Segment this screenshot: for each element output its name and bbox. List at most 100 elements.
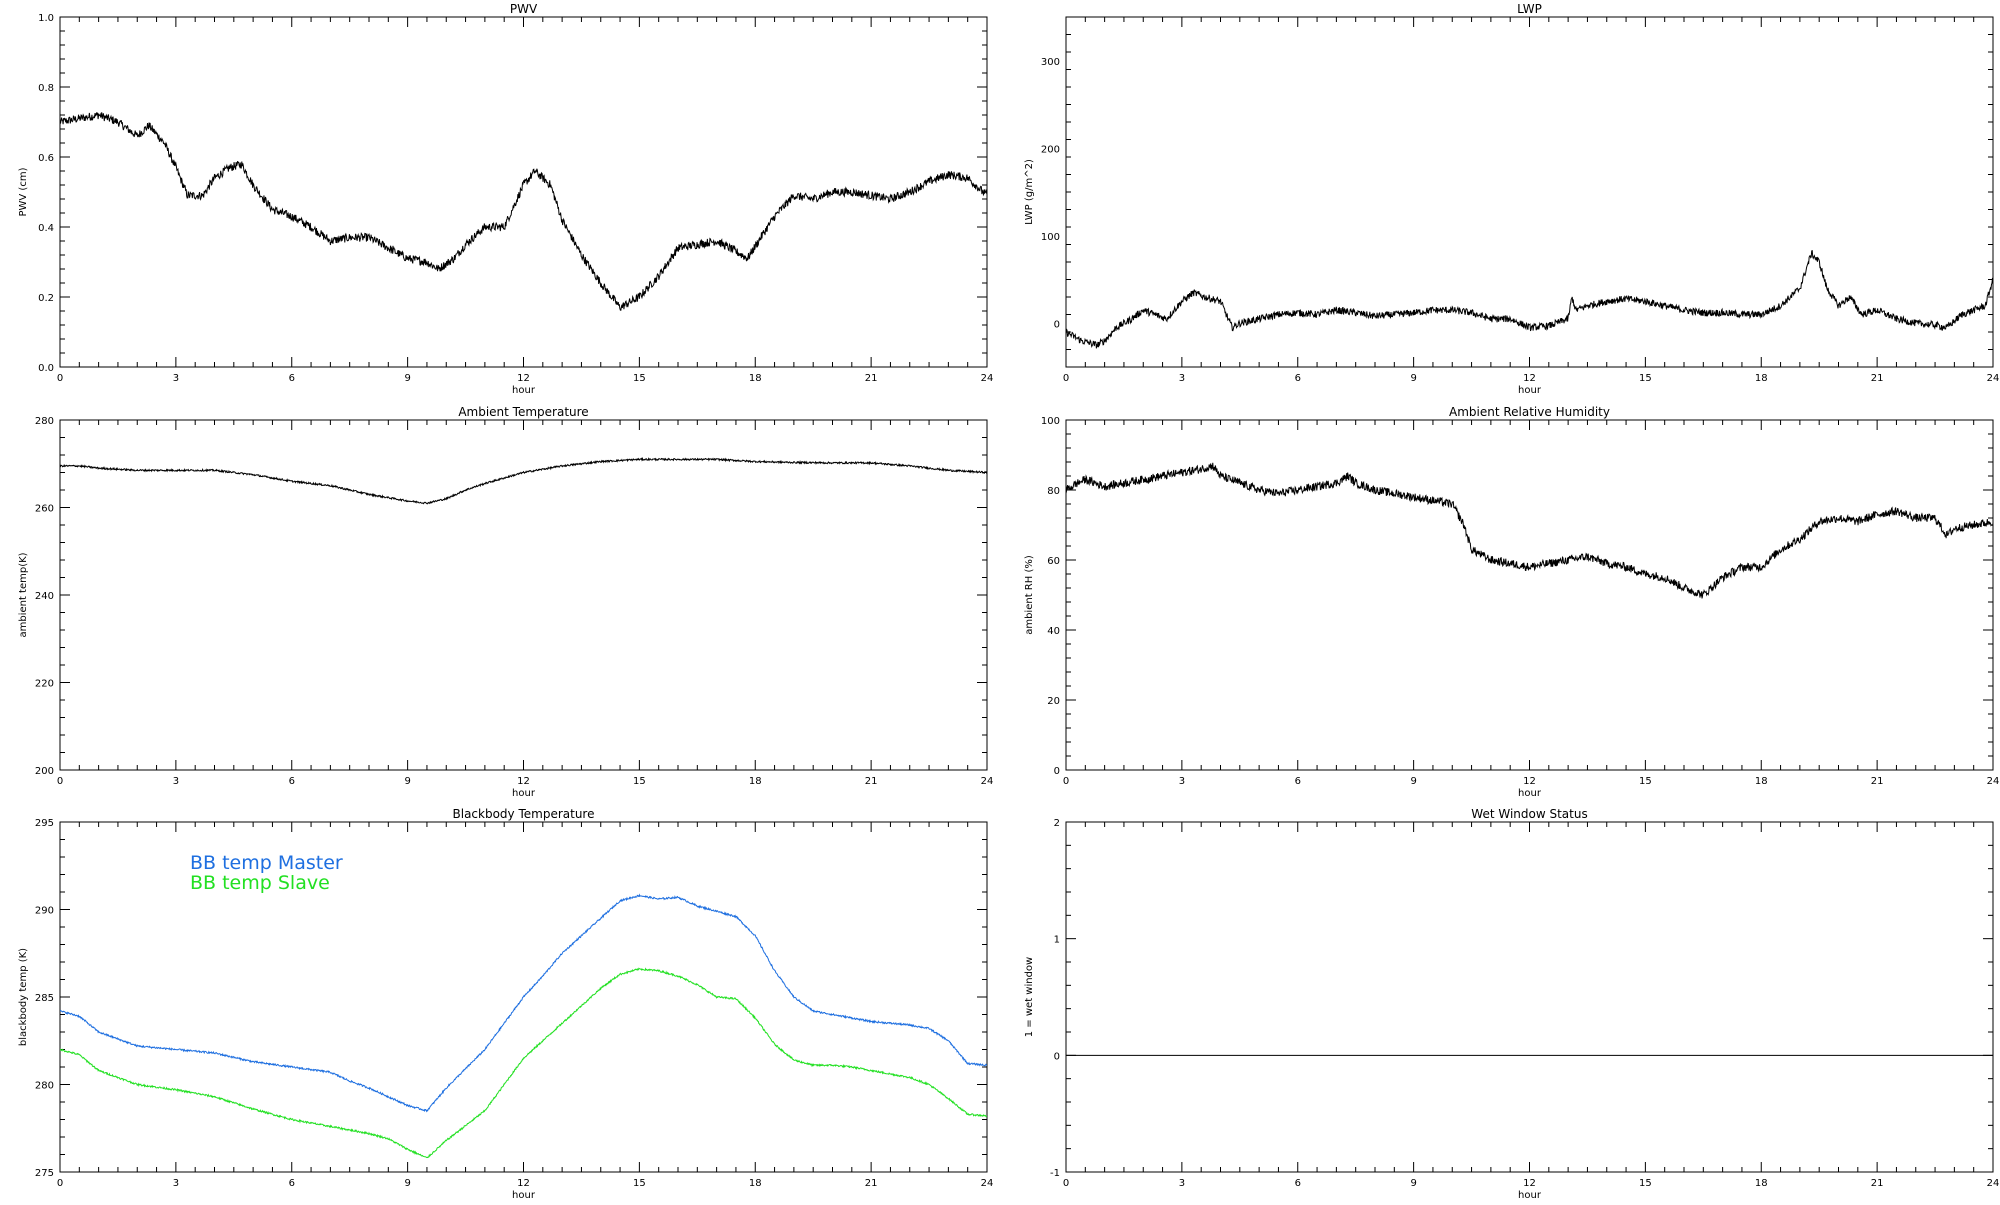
x-tick-label: 18 xyxy=(1755,776,1768,787)
x-tick-label: 12 xyxy=(517,1178,530,1189)
y-tick-label: 285 xyxy=(35,993,54,1004)
x-tick-label: 18 xyxy=(749,776,762,787)
y-tick-label: 0.4 xyxy=(38,223,54,234)
x-tick-label: 0 xyxy=(1063,373,1069,384)
x-axis-label: hour xyxy=(1518,385,1542,396)
x-tick-label: 9 xyxy=(1410,776,1416,787)
x-tick-label: 12 xyxy=(1523,776,1536,787)
panel-title: LWP xyxy=(1517,2,1542,16)
y-tick-label: 300 xyxy=(1041,57,1060,68)
y-tick-label: 295 xyxy=(35,818,54,829)
y-tick-label: 2 xyxy=(1054,818,1060,829)
y-tick-label: 1 xyxy=(1054,935,1060,946)
x-tick-label: 6 xyxy=(289,776,295,787)
x-tick-label: 3 xyxy=(173,373,179,384)
x-tick-label: 21 xyxy=(1871,1178,1884,1189)
series-line-bb-temp-master xyxy=(60,893,987,1113)
x-tick-label: 15 xyxy=(1639,776,1652,787)
x-tick-label: 6 xyxy=(289,373,295,384)
y-tick-label: 1.0 xyxy=(38,13,54,24)
y-tick-label: -1 xyxy=(1050,1168,1060,1179)
x-axis-label: hour xyxy=(512,385,536,396)
x-axis-label: hour xyxy=(512,1190,536,1200)
x-tick-label: 18 xyxy=(749,373,762,384)
series-line-1 xyxy=(1066,462,1993,599)
series-line-1 xyxy=(60,456,987,505)
x-tick-label: 24 xyxy=(1987,776,2000,787)
y-tick-label: 280 xyxy=(35,1081,54,1092)
x-tick-label: 15 xyxy=(1639,373,1652,384)
x-tick-label: 24 xyxy=(981,373,994,384)
x-tick-label: 6 xyxy=(1295,373,1301,384)
y-axis-label: 1 = wet window xyxy=(1024,957,1035,1037)
y-tick-label: 200 xyxy=(35,766,54,777)
x-tick-label: 21 xyxy=(1871,776,1884,787)
y-axis-label: PWV (cm) xyxy=(18,167,29,216)
y-tick-label: 0.8 xyxy=(38,83,54,94)
y-tick-label: 40 xyxy=(1047,626,1060,637)
panel-title: Ambient Temperature xyxy=(458,405,588,419)
series-line-1 xyxy=(1066,249,1993,349)
legend-entry: BB temp Slave xyxy=(190,872,330,894)
x-tick-label: 15 xyxy=(633,1178,646,1189)
x-tick-label: 3 xyxy=(173,776,179,787)
x-tick-label: 12 xyxy=(1523,1178,1536,1189)
y-tick-label: 0.6 xyxy=(38,153,54,164)
x-tick-label: 21 xyxy=(865,373,878,384)
x-tick-label: 0 xyxy=(1063,1178,1069,1189)
x-tick-label: 3 xyxy=(1179,1178,1185,1189)
x-tick-label: 0 xyxy=(57,373,63,384)
x-tick-label: 6 xyxy=(1295,776,1301,787)
x-tick-label: 24 xyxy=(981,1178,994,1189)
x-tick-label: 9 xyxy=(1410,1178,1416,1189)
x-tick-label: 18 xyxy=(1755,1178,1768,1189)
y-tick-label: 0 xyxy=(1054,319,1060,330)
x-tick-label: 12 xyxy=(1523,373,1536,384)
x-tick-label: 18 xyxy=(1755,373,1768,384)
panel-title: Wet Window Status xyxy=(1471,807,1587,821)
y-tick-label: 100 xyxy=(1041,232,1060,243)
y-tick-label: 80 xyxy=(1047,486,1060,497)
x-tick-label: 9 xyxy=(404,373,410,384)
y-tick-label: 0.2 xyxy=(38,293,54,304)
panel-lwp: LWP 0 3 6 9 12 15 18 21 24 0 100 200 300 hour LWP (g/m^… xyxy=(1024,2,1999,396)
y-tick-label: 290 xyxy=(35,906,54,917)
y-tick-label: 260 xyxy=(35,504,54,515)
x-tick-label: 24 xyxy=(1987,1178,2000,1189)
x-tick-label: 18 xyxy=(749,1178,762,1189)
x-tick-label: 15 xyxy=(633,776,646,787)
panel-ambient-temp: Ambient Temperature 0 3 6 9 12 15 18 21 24 200 220 2… xyxy=(18,405,993,799)
y-tick-label: 280 xyxy=(35,416,54,427)
y-axis-label: blackbody temp (K) xyxy=(18,948,29,1046)
x-tick-label: 15 xyxy=(1639,1178,1652,1189)
x-tick-label: 0 xyxy=(1063,776,1069,787)
x-tick-label: 9 xyxy=(404,776,410,787)
x-tick-label: 6 xyxy=(1295,1178,1301,1189)
x-tick-label: 3 xyxy=(1179,776,1185,787)
x-tick-label: 24 xyxy=(1987,373,2000,384)
y-tick-label: 100 xyxy=(1041,416,1060,427)
plot-frame xyxy=(1065,821,1994,1173)
y-tick-label: 240 xyxy=(35,591,54,602)
x-tick-label: 3 xyxy=(173,1178,179,1189)
x-tick-label: 0 xyxy=(57,776,63,787)
x-tick-label: 12 xyxy=(517,373,530,384)
y-axis-label: ambient RH (%) xyxy=(1024,555,1035,635)
legend-entry: BB temp Master xyxy=(190,852,343,874)
x-tick-label: 24 xyxy=(981,776,994,787)
x-tick-label: 15 xyxy=(633,373,646,384)
y-tick-label: 220 xyxy=(35,679,54,690)
x-tick-label: 9 xyxy=(404,1178,410,1189)
x-tick-label: 0 xyxy=(57,1178,63,1189)
panel-title: PWV xyxy=(510,2,538,16)
plot-frame xyxy=(1065,419,1994,771)
x-tick-label: 21 xyxy=(865,1178,878,1189)
y-tick-label: 60 xyxy=(1047,556,1060,567)
panel-title: Ambient Relative Humidity xyxy=(1449,405,1610,419)
series-line-bb-temp-slave xyxy=(60,967,987,1159)
y-tick-label: 0.0 xyxy=(38,363,54,374)
y-tick-label: 20 xyxy=(1047,696,1060,707)
